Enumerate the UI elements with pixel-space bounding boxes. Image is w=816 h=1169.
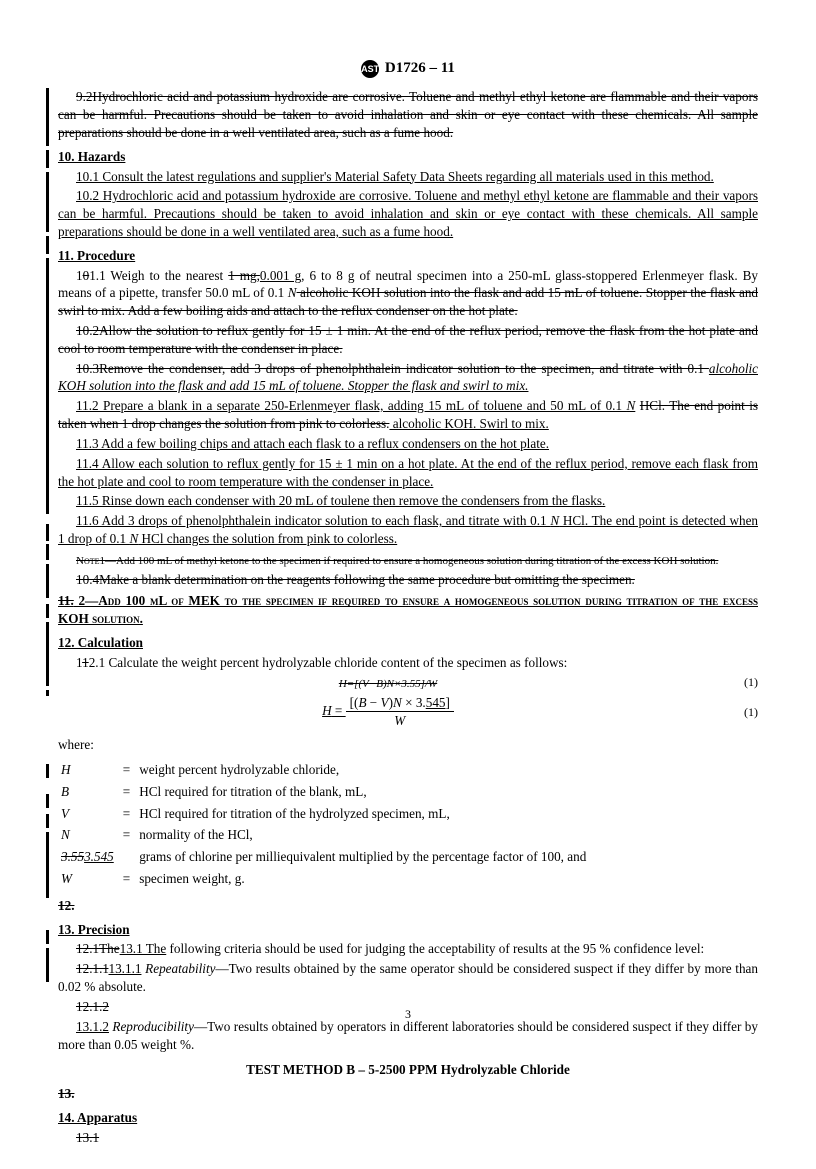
where-definitions: H=weight percent hydrolyzable chloride, …	[58, 758, 594, 891]
change-bar	[46, 150, 49, 168]
change-bar	[46, 764, 49, 778]
section-11-heading: 11. Procedure	[58, 247, 758, 265]
para-12-1: 112.1 Calculate the weight percent hydro…	[58, 654, 758, 672]
para-11-4: 11.4 Allow each solution to reflux gentl…	[58, 455, 758, 491]
para-10-1: 10.1 Consult the latest regulations and …	[58, 168, 758, 186]
para-13-1-2: 13.1.2 Reproducibility—Two results obtai…	[58, 1018, 758, 1054]
para-11-5: 11.5 Rinse down each condenser with 20 m…	[58, 492, 758, 510]
change-bar	[46, 690, 49, 696]
section-10-heading: 10. Hazards	[58, 148, 758, 166]
change-bar	[46, 832, 49, 898]
change-bar	[46, 814, 49, 828]
section-13-old: 13.	[58, 1085, 758, 1103]
para-11-1: 10101.1 Weigh to the nearest 1 mg,0.001 …	[58, 267, 758, 320]
change-bar	[46, 564, 49, 598]
para-13-1-1: 12.1.113.1.1 Repeatability—Two results o…	[58, 960, 758, 996]
change-bar	[46, 604, 49, 618]
change-bar	[46, 930, 49, 944]
change-bar	[46, 172, 49, 232]
para-11-3: 11.3 Add a few boiling chips and attach …	[58, 435, 758, 453]
para-13-1-old: 13.1	[58, 1129, 758, 1147]
where-label: where:	[58, 736, 758, 754]
para-10-3-old: 10.3Remove the condenser, add 3 drops of…	[58, 360, 758, 396]
para-11-6: 11.6 Add 3 drops of phenolphthalein indi…	[58, 512, 758, 548]
note-2-new: 11. 2—Add 100 mL of MEK to the specimen …	[58, 592, 758, 628]
test-method-b-heading: TEST METHOD B – 5-2500 PPM Hydrolyzable …	[58, 1061, 758, 1079]
para-9-2-deleted: 9.2Hydrochloric acid and potassium hydro…	[58, 88, 758, 141]
para-10-2-old: 10.2Allow the solution to reflux gently …	[58, 322, 758, 358]
para-13-1: 12.1The13.1 The following criteria shoul…	[58, 940, 758, 958]
change-bar	[46, 544, 49, 560]
equation-1-new: H = [(B − V)N × 3.545] W (1)	[58, 694, 758, 731]
para-10-4-old: 10.4Make a blank determination on the re…	[58, 571, 758, 589]
section-12-heading: 12. Calculation	[58, 634, 758, 652]
change-bar	[46, 88, 49, 146]
section-13-heading: 13. Precision	[58, 921, 758, 939]
change-bar	[46, 258, 49, 514]
document-header: ASTM D1726 – 11	[58, 58, 758, 78]
note-1-deleted: Note1—Add 100 mL of methyl ketone to the…	[58, 554, 758, 569]
equation-1-deleted: H=[(V−B)N×3.55]/W (1)	[58, 674, 758, 692]
change-bar	[46, 948, 49, 982]
section-14-heading: 14. Apparatus	[58, 1109, 758, 1127]
change-bar	[46, 622, 49, 686]
section-12-old: 12.	[58, 897, 758, 915]
designation-text: D1726 – 11	[385, 60, 455, 76]
change-bar	[46, 524, 49, 541]
change-bar	[46, 236, 49, 254]
change-bar	[46, 794, 49, 808]
page-number: 3	[0, 1007, 816, 1022]
para-10-2: 10.2 Hydrochloric acid and potassium hyd…	[58, 187, 758, 240]
astm-logo-icon: ASTM	[361, 60, 379, 78]
para-11-2: 11.2 Prepare a blank in a separate 250-E…	[58, 397, 758, 433]
page-content: ASTM D1726 – 11 9.2Hydrochloric acid and…	[0, 0, 816, 1169]
